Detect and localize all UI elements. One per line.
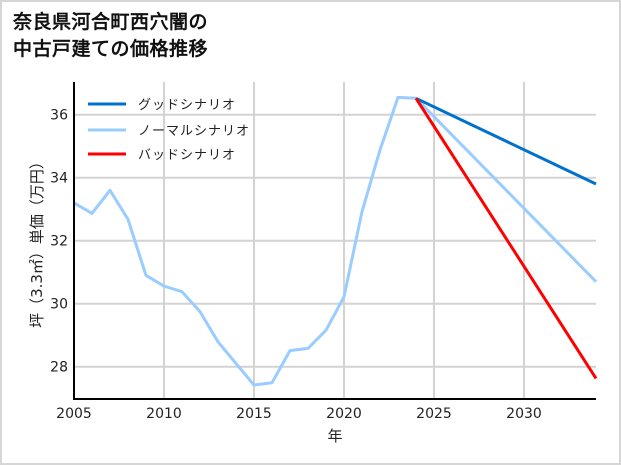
series-line bbox=[415, 96, 597, 186]
x-tick-label: 2030 bbox=[506, 406, 542, 422]
legend-label: バッドシナリオ bbox=[138, 148, 236, 163]
y-tick-label: 30 bbox=[50, 297, 68, 313]
y-tick-label: 28 bbox=[50, 360, 68, 376]
legend-label: ノーマルシナリオ bbox=[138, 124, 250, 139]
series-line bbox=[414, 97, 598, 380]
x-tick-label: 2020 bbox=[326, 406, 362, 422]
series-line bbox=[414, 97, 598, 283]
chart-title-line2: 中古戸建ての価格推移 bbox=[13, 38, 209, 60]
chart-title: 奈良県河合町西穴闇の 中古戸建ての価格推移 bbox=[13, 9, 208, 63]
grid-lines bbox=[74, 82, 596, 399]
data-series bbox=[73, 95, 598, 387]
y-axis-label: 坪（3.3㎡）単価（万円） bbox=[28, 154, 46, 328]
x-tick-label: 2005 bbox=[56, 406, 92, 422]
y-tick-label: 36 bbox=[50, 108, 68, 124]
y-tick-label: 32 bbox=[50, 234, 68, 250]
x-axis-label: 年 bbox=[327, 427, 342, 445]
series-line bbox=[73, 95, 417, 387]
x-tick-label: 2010 bbox=[146, 406, 182, 422]
tick-labels: 2005 2010 2015 2020 2025 2030 28 30 32 34 36 bbox=[50, 108, 542, 422]
chart-title-line1: 奈良県河合町西穴闇の bbox=[13, 11, 209, 33]
axes bbox=[73, 82, 596, 400]
x-tick-label: 2015 bbox=[236, 406, 272, 422]
y-tick-label: 34 bbox=[50, 171, 68, 187]
x-tick-label: 2025 bbox=[416, 406, 452, 422]
legend-label: グッドシナリオ bbox=[138, 98, 236, 113]
